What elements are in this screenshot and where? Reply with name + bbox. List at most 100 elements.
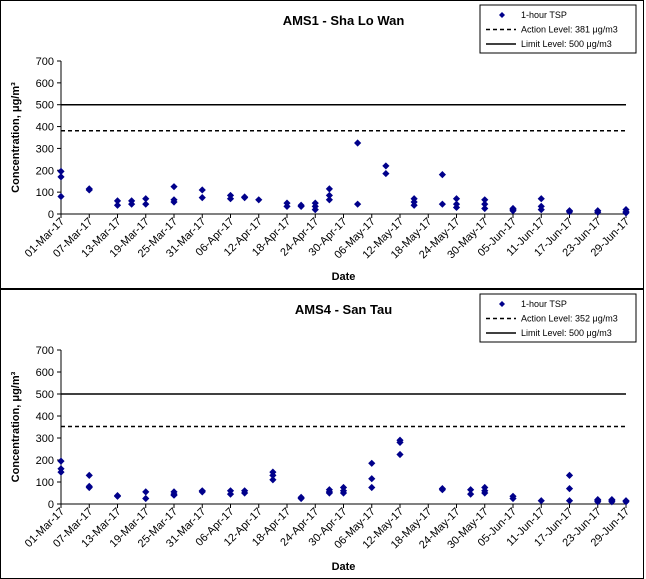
legend-box (479, 293, 637, 343)
data-point (452, 203, 461, 212)
data-point (537, 206, 545, 214)
data-point (594, 498, 602, 506)
chart-title: AMS1 - Sha Lo Wan (283, 13, 405, 28)
data-point (509, 207, 517, 215)
y-tick-label: 200 (36, 165, 54, 177)
data-point (565, 497, 574, 505)
legend-label: Limit Level: 500 μg/m3 (521, 328, 612, 338)
data-point (85, 483, 93, 492)
y-tick-label: 400 (36, 122, 54, 134)
data-point (57, 192, 65, 201)
data-point (354, 200, 362, 208)
data-point (269, 476, 277, 484)
y-tick-label: 600 (36, 367, 54, 379)
data-point (565, 471, 574, 479)
data-point (142, 488, 150, 496)
y-tick-label: 500 (36, 100, 54, 112)
data-point (57, 167, 65, 175)
data-point (622, 498, 630, 506)
legend-box (479, 4, 637, 54)
data-point (57, 457, 65, 465)
y-axis-label: Concentration, μg/m³ (10, 371, 22, 482)
y-tick-label: 100 (36, 477, 54, 489)
data-point (467, 486, 475, 494)
legend-label: Action Level: 381 μg/m3 (521, 25, 618, 35)
data-point (452, 195, 461, 203)
data-point (537, 497, 545, 505)
data-point (113, 197, 122, 205)
data-point (622, 209, 630, 217)
chart-panel-ams1: AMS1 - Sha Lo Wan 0 100 200 300 400 500 600 700 0… (0, 0, 644, 289)
data-point (170, 198, 178, 206)
data-point (255, 196, 263, 204)
data-point (85, 186, 93, 194)
data-point (283, 202, 291, 210)
x-axis-label: Date (332, 271, 356, 283)
legend-marker-diamond (499, 301, 505, 307)
y-tick-label: 0 (48, 209, 54, 221)
data-point (113, 201, 122, 209)
data-point (382, 162, 390, 170)
data-point (438, 200, 446, 208)
data-point (481, 196, 489, 204)
data-point (325, 185, 333, 193)
y-tick-label: 300 (36, 143, 54, 155)
data-point (594, 208, 602, 216)
data-point (170, 183, 178, 191)
chart-ams1: AMS1 - Sha Lo Wan01002003004005006007000… (10, 4, 637, 283)
data-point (198, 194, 206, 202)
data-point (198, 186, 206, 194)
data-point (311, 206, 319, 214)
y-tick-label: 0 (48, 499, 54, 511)
data-point (396, 450, 404, 459)
data-point (354, 139, 362, 147)
legend-label: 1-hour TSP (521, 299, 567, 309)
data-point (241, 194, 249, 202)
data-point (241, 489, 249, 497)
data-point (325, 191, 333, 200)
y-axis-label: Concentration, μg/m³ (10, 82, 22, 193)
y-tick-label: 400 (36, 411, 54, 423)
y-tick-label: 300 (36, 433, 54, 445)
data-point (481, 204, 489, 213)
data-point (481, 489, 489, 497)
chart-title: AMS4 - San Tau (295, 302, 392, 317)
data-point (509, 494, 517, 503)
y-tick-label: 200 (36, 455, 54, 467)
data-point (297, 202, 305, 210)
data-point (382, 169, 390, 178)
legend-label: Limit Level: 500 μg/m3 (521, 39, 612, 49)
data-point (438, 171, 446, 179)
data-point (368, 459, 376, 467)
data-point (481, 200, 489, 208)
legend-label: 1-hour TSP (521, 10, 567, 20)
y-tick-label: 600 (36, 78, 54, 90)
legend-marker-diamond (499, 12, 505, 18)
data-point (113, 492, 122, 500)
data-point (297, 494, 305, 503)
data-point (438, 486, 446, 494)
legend-label: Action Level: 352 μg/m3 (521, 314, 618, 324)
data-point (368, 475, 376, 483)
data-point (467, 490, 475, 498)
data-point (170, 491, 178, 499)
data-point (368, 483, 376, 492)
data-point (608, 498, 616, 506)
data-point (142, 195, 150, 203)
y-tick-label: 700 (36, 56, 54, 68)
x-axis-label: Date (332, 561, 356, 573)
y-tick-label: 100 (36, 187, 54, 199)
chart-ams4: AMS4 - San Tau010020030040050060070001-M… (10, 293, 637, 573)
y-tick-label: 500 (36, 389, 54, 401)
y-tick-label: 700 (36, 345, 54, 357)
data-point (565, 208, 574, 216)
data-point (537, 195, 545, 203)
data-point (198, 488, 206, 496)
data-point (85, 471, 93, 479)
data-point (128, 200, 136, 208)
data-point (565, 485, 574, 493)
data-point (57, 173, 65, 181)
data-point (325, 489, 333, 497)
data-point (142, 200, 150, 208)
chart-panel-ams4: AMS4 - San Tau 0 100 200 300 400 500 600 700 01-M… (0, 289, 644, 579)
